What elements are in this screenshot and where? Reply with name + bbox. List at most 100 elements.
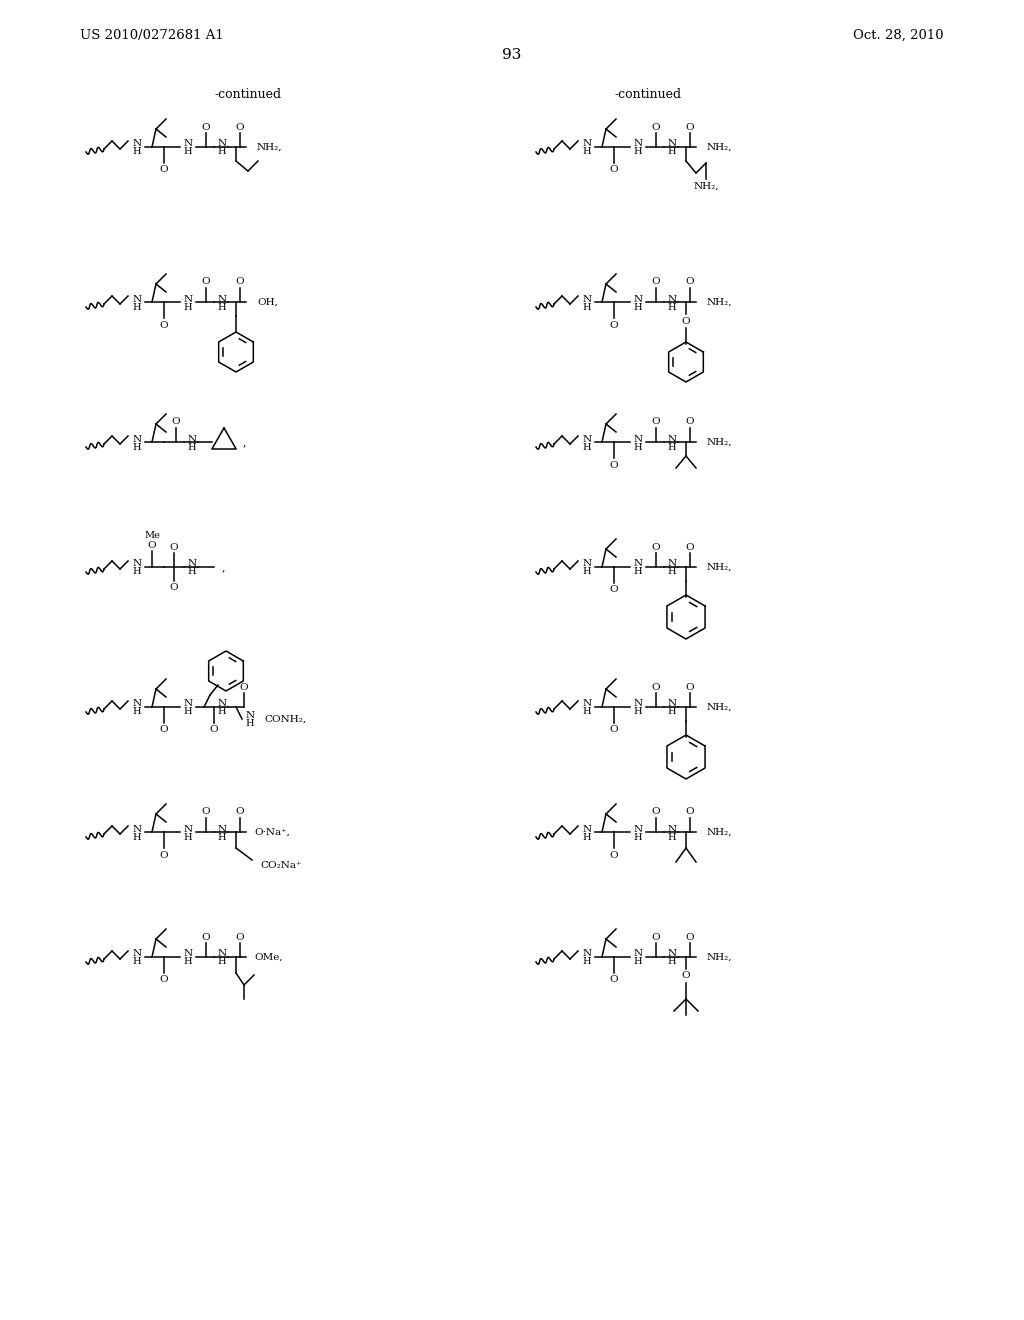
Text: O: O [686, 932, 694, 941]
Text: H: H [634, 833, 642, 842]
Text: H: H [668, 957, 676, 966]
Text: O·Na⁺,: O·Na⁺, [254, 828, 290, 837]
Text: N: N [668, 140, 677, 149]
Text: ,: , [243, 437, 247, 447]
Text: H: H [583, 957, 591, 966]
Text: O: O [202, 277, 210, 286]
Text: O: O [160, 165, 168, 174]
Text: NH₂,: NH₂, [707, 953, 732, 961]
Text: O: O [682, 972, 690, 981]
Text: O: O [236, 123, 245, 132]
Text: H: H [183, 957, 193, 966]
Text: Oct. 28, 2010: Oct. 28, 2010 [853, 29, 944, 41]
Text: N: N [668, 434, 677, 444]
Text: OMe,: OMe, [254, 953, 283, 961]
Text: H: H [634, 957, 642, 966]
Text: N: N [583, 825, 592, 833]
Text: N: N [217, 140, 226, 149]
Text: N: N [187, 434, 197, 444]
Text: O: O [609, 850, 618, 859]
Text: N: N [634, 560, 643, 569]
Text: O: O [651, 932, 660, 941]
Text: N: N [132, 294, 141, 304]
Text: H: H [634, 708, 642, 717]
Text: O: O [202, 808, 210, 817]
Text: N: N [217, 294, 226, 304]
Text: H: H [133, 442, 141, 451]
Text: O: O [609, 726, 618, 734]
Text: O: O [160, 850, 168, 859]
Text: N: N [132, 949, 141, 958]
Text: O: O [651, 417, 660, 426]
Text: H: H [133, 957, 141, 966]
Text: N: N [583, 140, 592, 149]
Text: H: H [133, 708, 141, 717]
Text: N: N [132, 560, 141, 569]
Text: N: N [583, 434, 592, 444]
Text: N: N [668, 949, 677, 958]
Text: N: N [246, 711, 255, 721]
Text: H: H [218, 302, 226, 312]
Text: H: H [634, 302, 642, 312]
Text: O: O [686, 277, 694, 286]
Text: N: N [217, 949, 226, 958]
Text: O: O [170, 543, 178, 552]
Text: H: H [183, 708, 193, 717]
Text: H: H [183, 302, 193, 312]
Text: O: O [160, 975, 168, 985]
Text: O: O [651, 682, 660, 692]
Text: N: N [634, 294, 643, 304]
Text: H: H [583, 148, 591, 157]
Text: NH₂,: NH₂, [707, 143, 732, 152]
Text: N: N [668, 825, 677, 833]
Text: H: H [634, 568, 642, 577]
Text: N: N [132, 140, 141, 149]
Text: NH₂,: NH₂, [707, 562, 732, 572]
Text: H: H [183, 833, 193, 842]
Text: H: H [634, 442, 642, 451]
Text: H: H [668, 568, 676, 577]
Text: N: N [634, 140, 643, 149]
Text: N: N [217, 825, 226, 833]
Text: N: N [668, 294, 677, 304]
Text: -continued: -continued [214, 88, 282, 102]
Text: O: O [240, 682, 248, 692]
Text: O: O [651, 543, 660, 552]
Text: N: N [583, 560, 592, 569]
Text: O: O [686, 543, 694, 552]
Text: O: O [609, 461, 618, 470]
Text: H: H [583, 442, 591, 451]
Text: N: N [183, 700, 193, 709]
Text: O: O [202, 123, 210, 132]
Text: N: N [183, 825, 193, 833]
Text: O: O [170, 583, 178, 593]
Text: O: O [686, 682, 694, 692]
Text: N: N [132, 434, 141, 444]
Text: O: O [160, 726, 168, 734]
Text: N: N [183, 294, 193, 304]
Text: O: O [686, 417, 694, 426]
Text: N: N [634, 825, 643, 833]
Text: NH₂,: NH₂, [707, 437, 732, 446]
Text: N: N [634, 949, 643, 958]
Text: H: H [187, 442, 197, 451]
Text: O: O [147, 540, 157, 549]
Text: O: O [651, 277, 660, 286]
Text: N: N [183, 949, 193, 958]
Text: 93: 93 [503, 48, 521, 62]
Text: O: O [682, 317, 690, 326]
Text: CO₂Na⁺: CO₂Na⁺ [260, 862, 301, 870]
Text: O: O [609, 586, 618, 594]
Text: O: O [236, 277, 245, 286]
Text: H: H [133, 302, 141, 312]
Text: H: H [218, 708, 226, 717]
Text: N: N [583, 949, 592, 958]
Text: O: O [686, 123, 694, 132]
Text: H: H [246, 719, 254, 729]
Text: NH₂,: NH₂, [707, 828, 732, 837]
Text: CONH₂,: CONH₂, [264, 714, 306, 723]
Text: N: N [187, 560, 197, 569]
Text: N: N [583, 294, 592, 304]
Text: H: H [218, 957, 226, 966]
Text: N: N [132, 825, 141, 833]
